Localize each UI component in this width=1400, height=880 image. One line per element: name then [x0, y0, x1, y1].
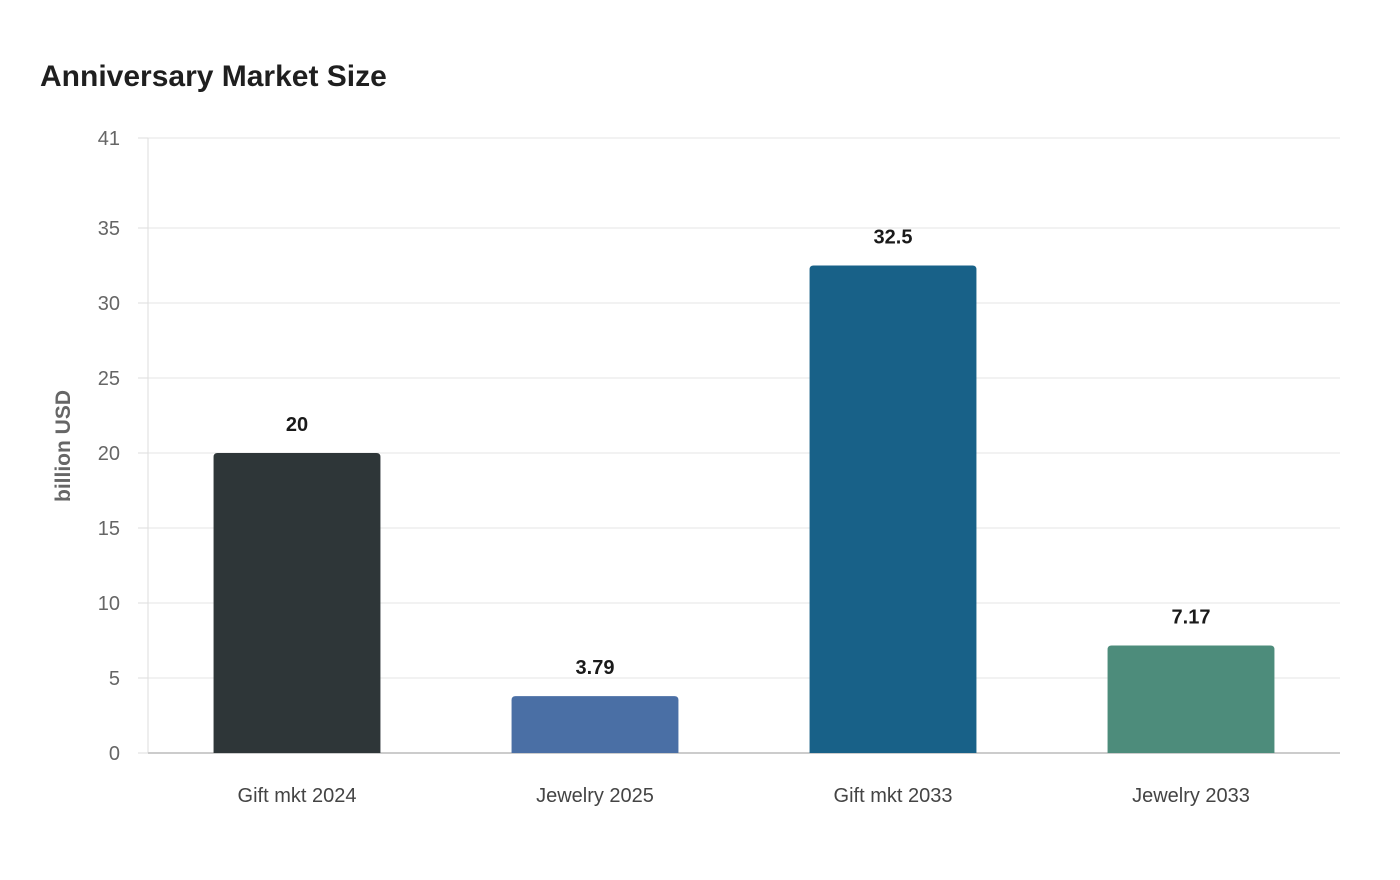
x-tick-label: Jewelry 2033	[1132, 785, 1250, 807]
bar	[511, 696, 679, 753]
bar-value-label: 32.5	[874, 227, 913, 249]
y-axis-title: billion USD	[52, 390, 75, 502]
bar	[213, 453, 381, 753]
y-tick-label: 25	[98, 368, 120, 390]
x-tick-label: Gift mkt 2033	[834, 785, 953, 807]
bar	[809, 265, 977, 753]
y-tick-label: 20	[98, 443, 120, 465]
y-tick-label: 41	[98, 128, 120, 150]
y-tick-label: 30	[98, 293, 120, 315]
x-tick-label: Jewelry 2025	[536, 785, 654, 807]
x-tick-label: Gift mkt 2024	[238, 785, 357, 807]
y-tick-label: 0	[109, 743, 120, 765]
bar-value-label: 3.79	[576, 657, 615, 679]
bars	[213, 265, 1275, 753]
y-tick-label: 10	[98, 593, 120, 615]
y-tick-label: 15	[98, 518, 120, 540]
bar	[1107, 645, 1275, 753]
y-tick-label: 5	[109, 668, 120, 690]
bar-value-label: 20	[286, 414, 308, 436]
bar-value-label: 7.17	[1172, 606, 1211, 628]
y-tick-label: 35	[98, 218, 120, 240]
chart-title: Anniversary Market Size	[40, 60, 387, 93]
labels: 20 Gift mkt 2024 3.79 Jewelry 2025 32.5 Gift …	[238, 227, 1250, 808]
